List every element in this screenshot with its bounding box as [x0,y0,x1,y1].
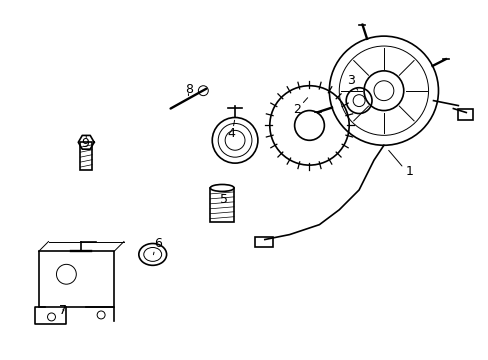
Text: 1: 1 [405,165,413,178]
Text: 4: 4 [226,127,235,140]
Ellipse shape [210,184,234,192]
Text: 6: 6 [153,238,161,251]
Text: 3: 3 [346,74,354,87]
Text: 8: 8 [185,83,193,96]
Text: 9: 9 [81,137,89,150]
Text: 2: 2 [292,103,300,116]
Text: 7: 7 [60,304,67,317]
Text: 5: 5 [220,193,228,206]
